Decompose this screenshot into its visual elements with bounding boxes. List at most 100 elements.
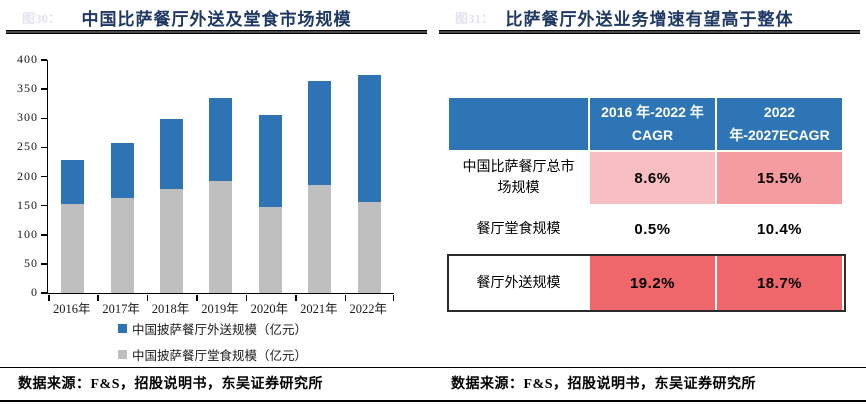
bar-segment-delivery — [357, 74, 381, 203]
y-axis-tick-label: 300 — [17, 110, 38, 125]
table-value-cell: 15.5% — [717, 152, 842, 204]
x-axis-label: 2016年 — [52, 302, 91, 316]
stacked-bar — [357, 74, 381, 293]
x-axis-label: 2020年 — [250, 302, 289, 316]
x-axis-tick-mark — [146, 295, 149, 301]
bar-slot — [196, 60, 245, 293]
y-axis-tick-mark — [41, 117, 47, 119]
y-axis-tick-mark — [41, 146, 47, 149]
chart-legend: 中国披萨餐厅外送规模（亿元） 中国披萨餐厅堂食规模（亿元） — [118, 319, 307, 371]
left-panel-title: 中国比萨餐厅外送及堂食市场规模 — [81, 10, 352, 29]
bar-segment-dinein — [209, 180, 233, 293]
table-value-cell: 0.5% — [590, 206, 715, 252]
x-axis-tick-mark — [392, 295, 394, 301]
table-value-cell: 19.2% — [590, 256, 715, 310]
y-axis-tick-label: 400 — [17, 52, 38, 66]
x-axis-labels: 2016年 2017年 2018年 2019年 2020年 2021年 2022年 — [47, 298, 393, 317]
left-source-note: 数据来源：F&S，招股说明书，东吴证券研究所 — [18, 377, 323, 392]
y-axis-tick-label: 100 — [17, 226, 38, 241]
x-axis-tick-mark — [245, 295, 248, 301]
bar-segment-delivery — [110, 142, 134, 199]
x-axis-label: 2022年 — [349, 302, 387, 316]
stacked-bar — [258, 115, 282, 293]
legend-swatch-icon — [118, 324, 127, 333]
legend-label: 中国披萨餐厅外送规模（亿元） — [132, 323, 308, 337]
x-axis-label: 2021年 — [300, 302, 338, 316]
y-axis-tick-mark — [41, 88, 47, 90]
x-axis-tick-mark — [344, 295, 347, 301]
x-axis-label: 2019年 — [201, 302, 239, 316]
table-row-label-cell: 餐厅外送规模 — [449, 256, 588, 310]
title-underline — [439, 30, 860, 34]
y-axis-tick-mark — [41, 204, 47, 207]
bar-segment-dinein — [308, 185, 332, 293]
x-axis-tick-mark — [97, 295, 99, 301]
bar-segment-delivery — [160, 119, 184, 189]
right-source-note: 数据来源：F&S，招股说明书，东吴证券研究所 — [451, 377, 756, 392]
table-header-cell: 2016 年-2022 年 CAGR — [590, 98, 715, 150]
bar-slot — [246, 60, 295, 293]
bar-slot — [345, 60, 394, 293]
y-axis-tick-label: 250 — [17, 139, 38, 154]
table-row: 餐厅堂食规模 0.5% 10.4% — [449, 206, 844, 252]
table-value-cell: 10.4% — [717, 206, 842, 252]
cagr-comparison-table: 2016 年-2022 年 CAGR 2022 年-2027ECAGR 中国比萨餐厅… — [447, 98, 846, 314]
left-chart-panel: 图30： 中国比萨餐厅外送及堂食市场规模 400 350 300 250 200 150 1… — [0, 10, 433, 392]
bar-segment-delivery — [258, 115, 282, 208]
y-axis-tick-label: 0 — [31, 285, 38, 299]
legend-item: 中国披萨餐厅外送规模（亿元） — [118, 319, 307, 338]
x-axis-tick-mark — [295, 295, 297, 301]
source-divider-line — [433, 367, 866, 368]
table-value-cell: 8.6% — [590, 152, 715, 204]
stacked-bar — [110, 142, 134, 293]
table-row-highlighted: 餐厅外送规模 19.2% 18.7% — [447, 254, 846, 312]
table-header-cell: 2022 年-2027ECAGR — [717, 98, 842, 150]
bar-slot — [97, 60, 146, 293]
table-value-cell: 18.7% — [717, 256, 842, 310]
y-axis-tick-mark — [41, 234, 47, 236]
bar-segment-dinein — [160, 188, 184, 293]
table-header-row: 2016 年-2022 年 CAGR 2022 年-2027ECAGR — [449, 98, 844, 150]
x-axis-label: 2018年 — [151, 302, 190, 316]
stacked-bar — [61, 160, 85, 293]
bars-container — [48, 60, 394, 293]
bottom-border-line — [0, 400, 866, 402]
right-panel-title: 比萨餐厅外送业务增速有望高于整体 — [505, 10, 794, 29]
table-row: 中国比萨餐厅总市场规模 8.6% 15.5% — [449, 152, 844, 204]
legend-item: 中国披萨餐厅堂食规模（亿元） — [118, 345, 307, 364]
bar-segment-dinein — [110, 198, 134, 293]
legend-label: 中国披萨餐厅堂食规模（亿元） — [132, 349, 308, 363]
bar-slot — [295, 60, 344, 293]
bar-segment-dinein — [357, 202, 381, 293]
stacked-bar — [160, 119, 184, 293]
bar-slot — [147, 60, 196, 293]
x-axis-tick-mark — [48, 295, 50, 301]
y-axis-tick-mark — [41, 59, 47, 61]
table-row-label-cell: 餐厅堂食规模 — [449, 206, 588, 252]
bar-segment-dinein — [61, 204, 85, 293]
chart-plot-area — [41, 59, 394, 301]
title-underline — [6, 30, 427, 34]
right-table-panel: 图31： 比萨餐厅外送业务增速有望高于整体 2016 年-2022 年 CAGR… — [433, 0, 866, 406]
x-axis-tick-mark — [196, 295, 198, 301]
table-row-label-cell: 中国比萨餐厅总市场规模 — [449, 152, 588, 204]
source-divider-line — [0, 367, 433, 368]
figure-number-label: 图31： — [455, 11, 495, 26]
legend-swatch-icon — [118, 350, 127, 359]
table-header-empty-cell — [449, 98, 588, 150]
y-axis-tick-mark — [41, 263, 47, 265]
y-axis-tick-label: 50 — [24, 255, 38, 270]
y-axis-tick-label: 150 — [17, 197, 38, 212]
x-axis-label: 2017年 — [102, 302, 140, 316]
figure-number-label: 图30： — [22, 11, 62, 26]
stacked-bar — [209, 97, 233, 293]
bar-segment-delivery — [61, 160, 85, 205]
bar-segment-delivery — [308, 80, 332, 186]
y-axis-tick-label: 350 — [17, 81, 38, 96]
bar-slot — [48, 60, 97, 293]
y-axis-tick-label: 200 — [17, 168, 38, 183]
y-axis-tick-mark — [41, 175, 47, 178]
stacked-bar — [308, 80, 332, 293]
y-axis-tick-mark — [41, 292, 47, 294]
